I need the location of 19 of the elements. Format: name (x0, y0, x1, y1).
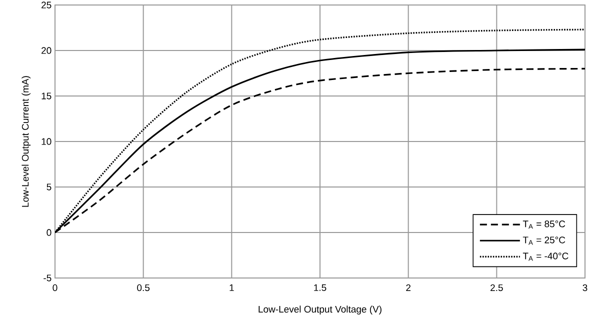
x-tick-label: 1.5 (314, 284, 326, 291)
y-tick-label: -5 (44, 274, 52, 282)
y-tick-label: 10 (42, 138, 52, 145)
x-tick-label: 0.5 (137, 284, 150, 292)
y-tick-label: 0 (46, 229, 52, 236)
y-tick-label: 25 (42, 2, 52, 8)
x-tick-label: 2.5 (490, 284, 503, 292)
legend-label: T$_{A}$ = -40°C (522, 252, 568, 261)
legend-label: T$_{A}$ = 85°C (522, 220, 566, 229)
y-axis-title: Low-Level Output Current (mA) (22, 76, 31, 207)
legend-label: T$_{A}$ = 25°C (522, 236, 566, 245)
x-tick-label: 1 (230, 284, 234, 291)
y-tick-label: 5 (46, 184, 52, 190)
y-tick-label: 15 (42, 92, 52, 100)
y-tick-label: 20 (42, 47, 52, 54)
x-axis-title: Low-Level Output Voltage (V) (258, 306, 382, 314)
x-tick-label: 3 (582, 284, 588, 292)
x-tick-label: 0 (52, 284, 58, 292)
x-tick-label: 2 (406, 284, 411, 291)
